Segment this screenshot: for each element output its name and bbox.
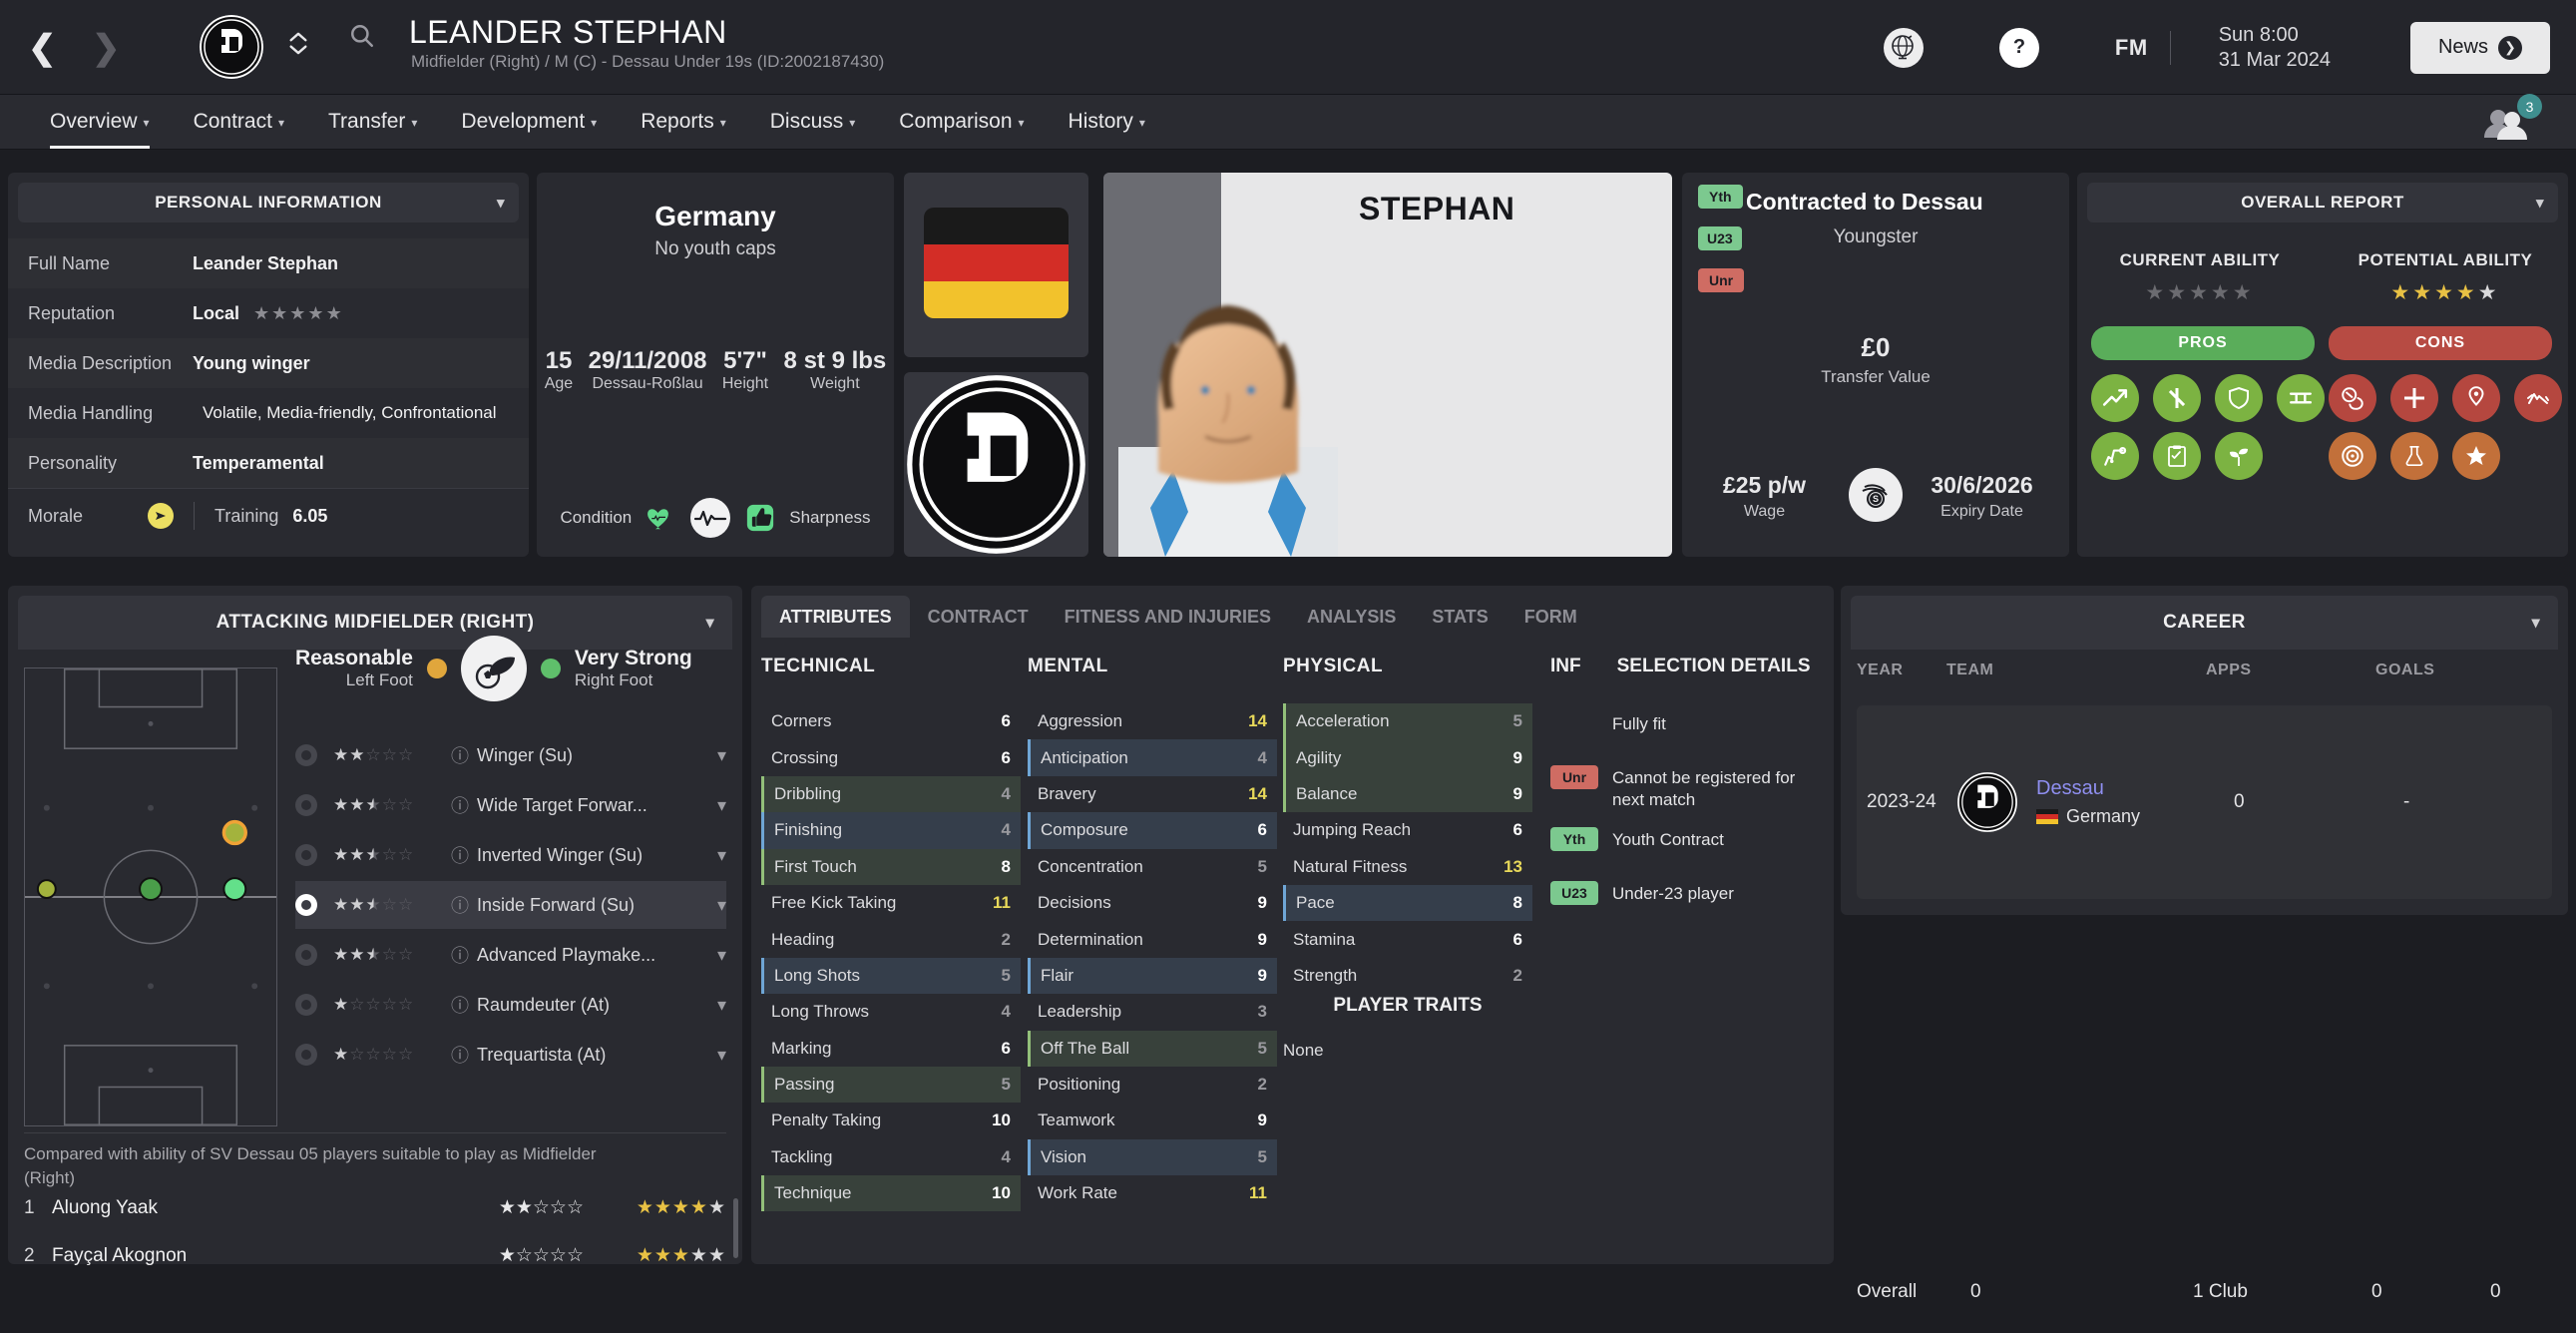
- svg-text:S: S: [1873, 494, 1879, 504]
